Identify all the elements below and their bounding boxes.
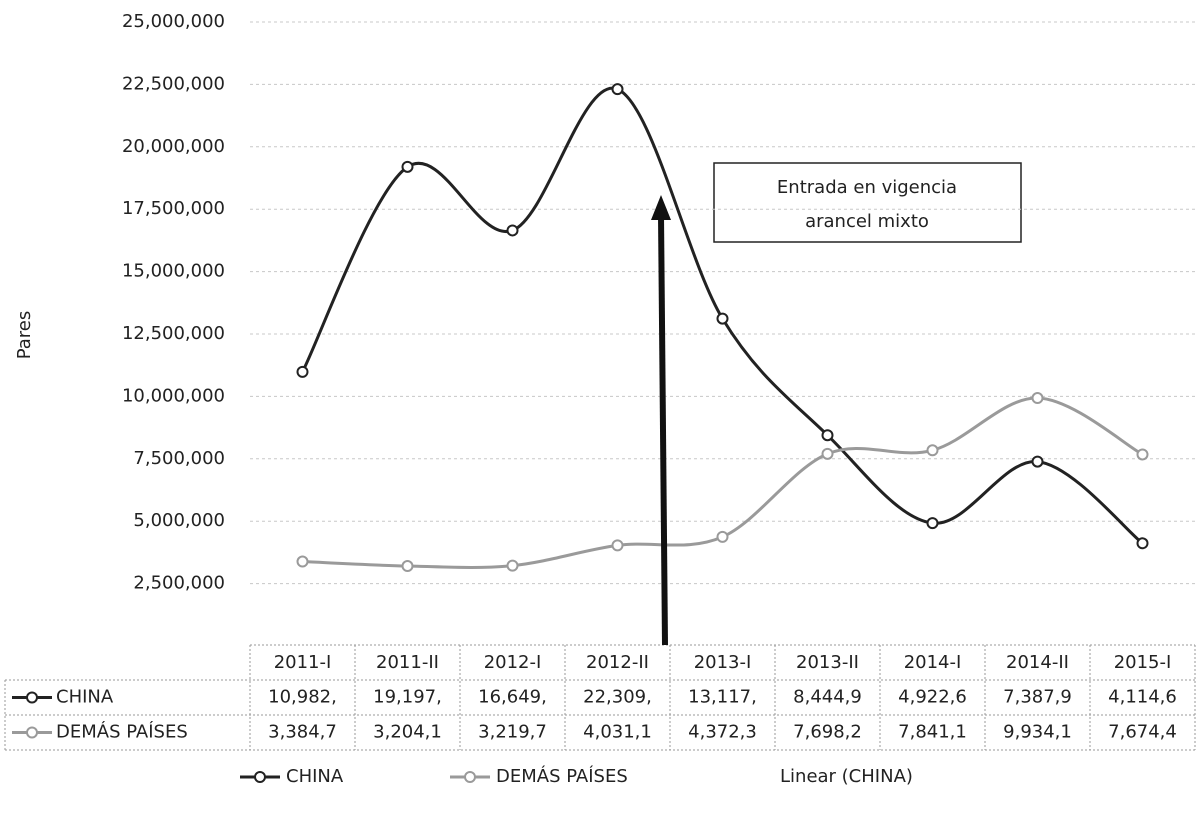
data-point xyxy=(611,83,624,96)
x-tick-label: 2012-I xyxy=(484,652,542,673)
data-point xyxy=(1136,448,1149,461)
legend-label: Linear (CHINA) xyxy=(780,766,913,787)
y-tick-label: 17,500,000 xyxy=(122,198,225,219)
table-value: 7,841,1 xyxy=(898,722,967,743)
y-tick-label: 22,500,000 xyxy=(122,73,225,94)
x-tick-label: 2015-I xyxy=(1114,652,1172,673)
table-value: 7,698,2 xyxy=(793,722,862,743)
table-value: 3,204,1 xyxy=(373,722,442,743)
y-axis-label: Pares xyxy=(14,311,35,360)
table-value: 4,031,1 xyxy=(583,722,652,743)
legend-key xyxy=(464,771,476,783)
data-point xyxy=(821,429,834,442)
x-tick-label: 2012-II xyxy=(586,652,649,673)
y-tick-label: 20,000,000 xyxy=(122,136,225,157)
data-point xyxy=(401,560,414,573)
table-row-label: DEMÁS PAÍSES xyxy=(56,721,188,743)
y-tick-label: 25,000,000 xyxy=(122,11,225,32)
data-point xyxy=(1136,537,1149,550)
table-value: 4,114,6 xyxy=(1108,687,1177,708)
table-legend-key xyxy=(26,726,38,739)
data-point xyxy=(611,539,624,552)
data-point xyxy=(506,224,519,237)
y-tick-label: 12,500,000 xyxy=(122,323,225,344)
data-point xyxy=(1031,392,1044,405)
table-value: 10,982, xyxy=(268,687,337,708)
table-value: 16,649, xyxy=(478,687,547,708)
data-point xyxy=(716,530,729,543)
table-value: 9,934,1 xyxy=(1003,722,1072,743)
x-tick-label: 2014-I xyxy=(904,652,962,673)
data-point xyxy=(296,365,309,378)
table-value: 3,384,7 xyxy=(268,722,337,743)
data-point xyxy=(1031,455,1044,468)
y-tick-label: 7,500,000 xyxy=(133,448,225,469)
table-value: 8,444,9 xyxy=(793,687,862,708)
x-tick-label: 2013-II xyxy=(796,652,859,673)
data-point xyxy=(926,517,939,530)
x-tick-label: 2011-II xyxy=(376,652,439,673)
y-tick-label: 5,000,000 xyxy=(133,510,225,531)
legend-label: CHINA xyxy=(286,766,344,787)
legend-key xyxy=(254,771,266,783)
y-tick-label: 15,000,000 xyxy=(122,261,225,282)
data-point xyxy=(401,160,414,173)
table-value: 13,117, xyxy=(688,687,757,708)
table-value: 7,674,4 xyxy=(1108,722,1177,743)
data-point xyxy=(716,312,729,325)
series-line xyxy=(301,86,1144,545)
annotation: arancel mixto xyxy=(805,211,929,232)
annotation: Entrada en vigencia xyxy=(777,177,957,198)
table-value: 7,387,9 xyxy=(1003,687,1072,708)
arrow-head xyxy=(651,195,671,220)
table-value: 4,922,6 xyxy=(898,687,967,708)
x-tick-label: 2013-I xyxy=(694,652,752,673)
annotation-box xyxy=(713,162,1022,243)
x-tick-label: 2011-I xyxy=(274,652,332,673)
table-value: 4,372,3 xyxy=(688,722,757,743)
x-tick-label: 2014-II xyxy=(1006,652,1069,673)
data-point xyxy=(926,444,939,457)
arrow-shaft xyxy=(658,214,668,646)
y-tick-label: 2,500,000 xyxy=(133,573,225,594)
legend-label: DEMÁS PAÍSES xyxy=(496,765,628,787)
data-point xyxy=(821,447,834,460)
data-point xyxy=(296,555,309,568)
table-value: 3,219,7 xyxy=(478,722,547,743)
table-value: 22,309, xyxy=(583,687,652,708)
data-point xyxy=(506,559,519,572)
table-value: 19,197, xyxy=(373,687,442,708)
table-row-label: CHINA xyxy=(56,687,114,708)
table-legend-key xyxy=(26,691,38,704)
y-tick-label: 10,000,000 xyxy=(122,385,225,406)
